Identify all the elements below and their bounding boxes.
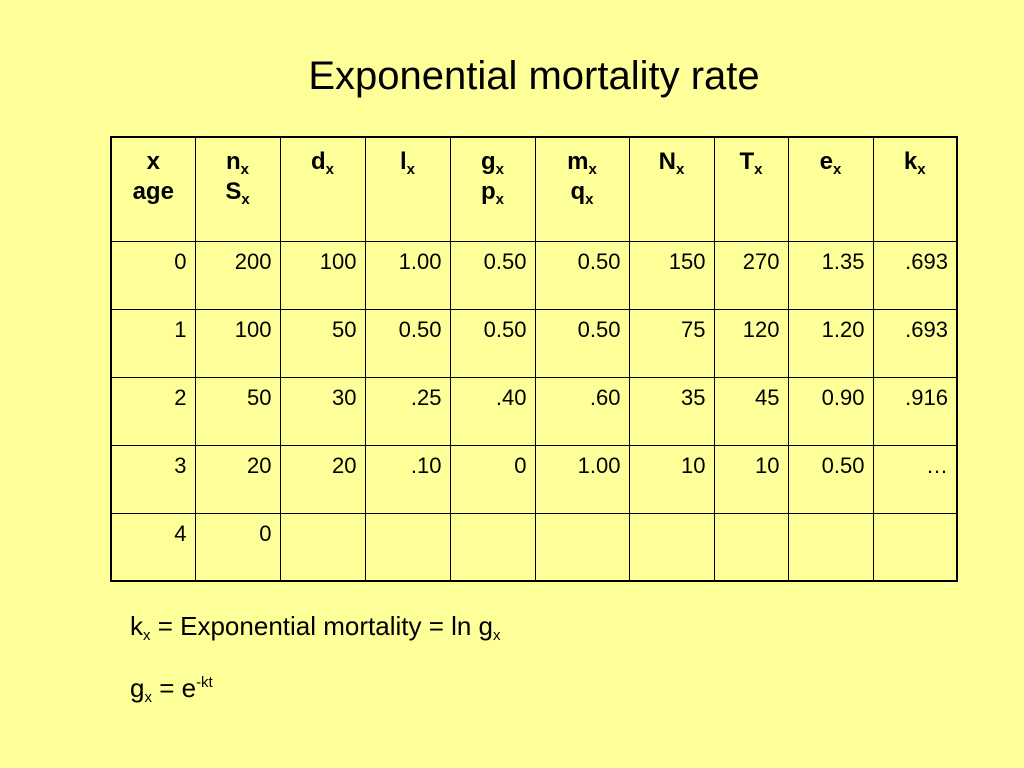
table-cell: 0.50 (787, 444, 874, 514)
table-cell: 4 (110, 512, 196, 582)
table-cell: 0.50 (534, 308, 630, 378)
col-header-Nx: Nx (628, 136, 715, 242)
table-cell (872, 512, 958, 582)
table-cell: 2 (110, 376, 196, 446)
table-cell: .916 (872, 376, 958, 446)
table-cell: 50 (279, 308, 366, 378)
table-cell: 10 (713, 444, 789, 514)
table-row: 4 0 (110, 512, 958, 582)
slide-title: Exponential mortality rate (308, 54, 760, 98)
col-header-x: x age (110, 136, 196, 242)
table-cell: .25 (364, 376, 451, 446)
col-header-mx: mx qx (534, 136, 630, 242)
table-cell: 1.35 (787, 240, 874, 310)
table-cell: 20 (279, 444, 366, 514)
table-cell: 20 (194, 444, 281, 514)
table-cell: 35 (628, 376, 715, 446)
life-table: x age nx Sx dx lx gx px mx qx Nx Tx ex kx 0 … (110, 136, 958, 582)
table-cell: 3 (110, 444, 196, 514)
table-cell: .693 (872, 308, 958, 378)
table-cell: 200 (194, 240, 281, 310)
table-cell: 0.50 (449, 308, 536, 378)
table-cell: 270 (713, 240, 789, 310)
table-cell: 0.90 (787, 376, 874, 446)
table-cell: .693 (872, 240, 958, 310)
table-cell: .40 (449, 376, 536, 446)
col-header-nx: nx Sx (194, 136, 281, 242)
table-cell (713, 512, 789, 582)
table-cell: 30 (279, 376, 366, 446)
table-cell (628, 512, 715, 582)
table-cell: 75 (628, 308, 715, 378)
table-cell: 1.20 (787, 308, 874, 378)
formula-kx-definition: kx = Exponential mortality = ln gx (130, 611, 501, 644)
table-cell: 0 (449, 444, 536, 514)
table-row: 2 50 30 .25 .40 .60 35 45 0.90 .916 (110, 376, 958, 446)
table-cell: 50 (194, 376, 281, 446)
header-row: x age nx Sx dx lx gx px mx qx Nx Tx ex kx (110, 136, 958, 242)
table-cell: .10 (364, 444, 451, 514)
table-cell: 45 (713, 376, 789, 446)
table-cell: .60 (534, 376, 630, 446)
table-cell: 0 (194, 512, 281, 582)
table-cell: 150 (628, 240, 715, 310)
table-row: 0 200 100 1.00 0.50 0.50 150 270 1.35 .6… (110, 240, 958, 310)
col-header-gx: gx px (449, 136, 536, 242)
formula-gx-definition: gx = e-kt (130, 673, 213, 706)
table-cell: 0 (110, 240, 196, 310)
table-cell: 0.50 (534, 240, 630, 310)
col-header-ex: ex (787, 136, 874, 242)
table-cell (279, 512, 366, 582)
table-row: 3 20 20 .10 0 1.00 10 10 0.50 … (110, 444, 958, 514)
table-cell: 10 (628, 444, 715, 514)
table-cell: 1 (110, 308, 196, 378)
table-cell: 100 (279, 240, 366, 310)
table-cell: 1.00 (364, 240, 451, 310)
table-row: 1 100 50 0.50 0.50 0.50 75 120 1.20 .693 (110, 308, 958, 378)
col-header-Tx: Tx (713, 136, 789, 242)
table-cell (449, 512, 536, 582)
table-cell: … (872, 444, 958, 514)
table-cell: 0.50 (449, 240, 536, 310)
table-cell (534, 512, 630, 582)
table-cell: 0.50 (364, 308, 451, 378)
col-header-dx: dx (279, 136, 366, 242)
table-cell: 100 (194, 308, 281, 378)
table-cell: 1.00 (534, 444, 630, 514)
col-header-lx: lx (364, 136, 451, 242)
table-cell: 120 (713, 308, 789, 378)
table-cell (787, 512, 874, 582)
table-cell (364, 512, 451, 582)
col-header-kx: kx (872, 136, 958, 242)
